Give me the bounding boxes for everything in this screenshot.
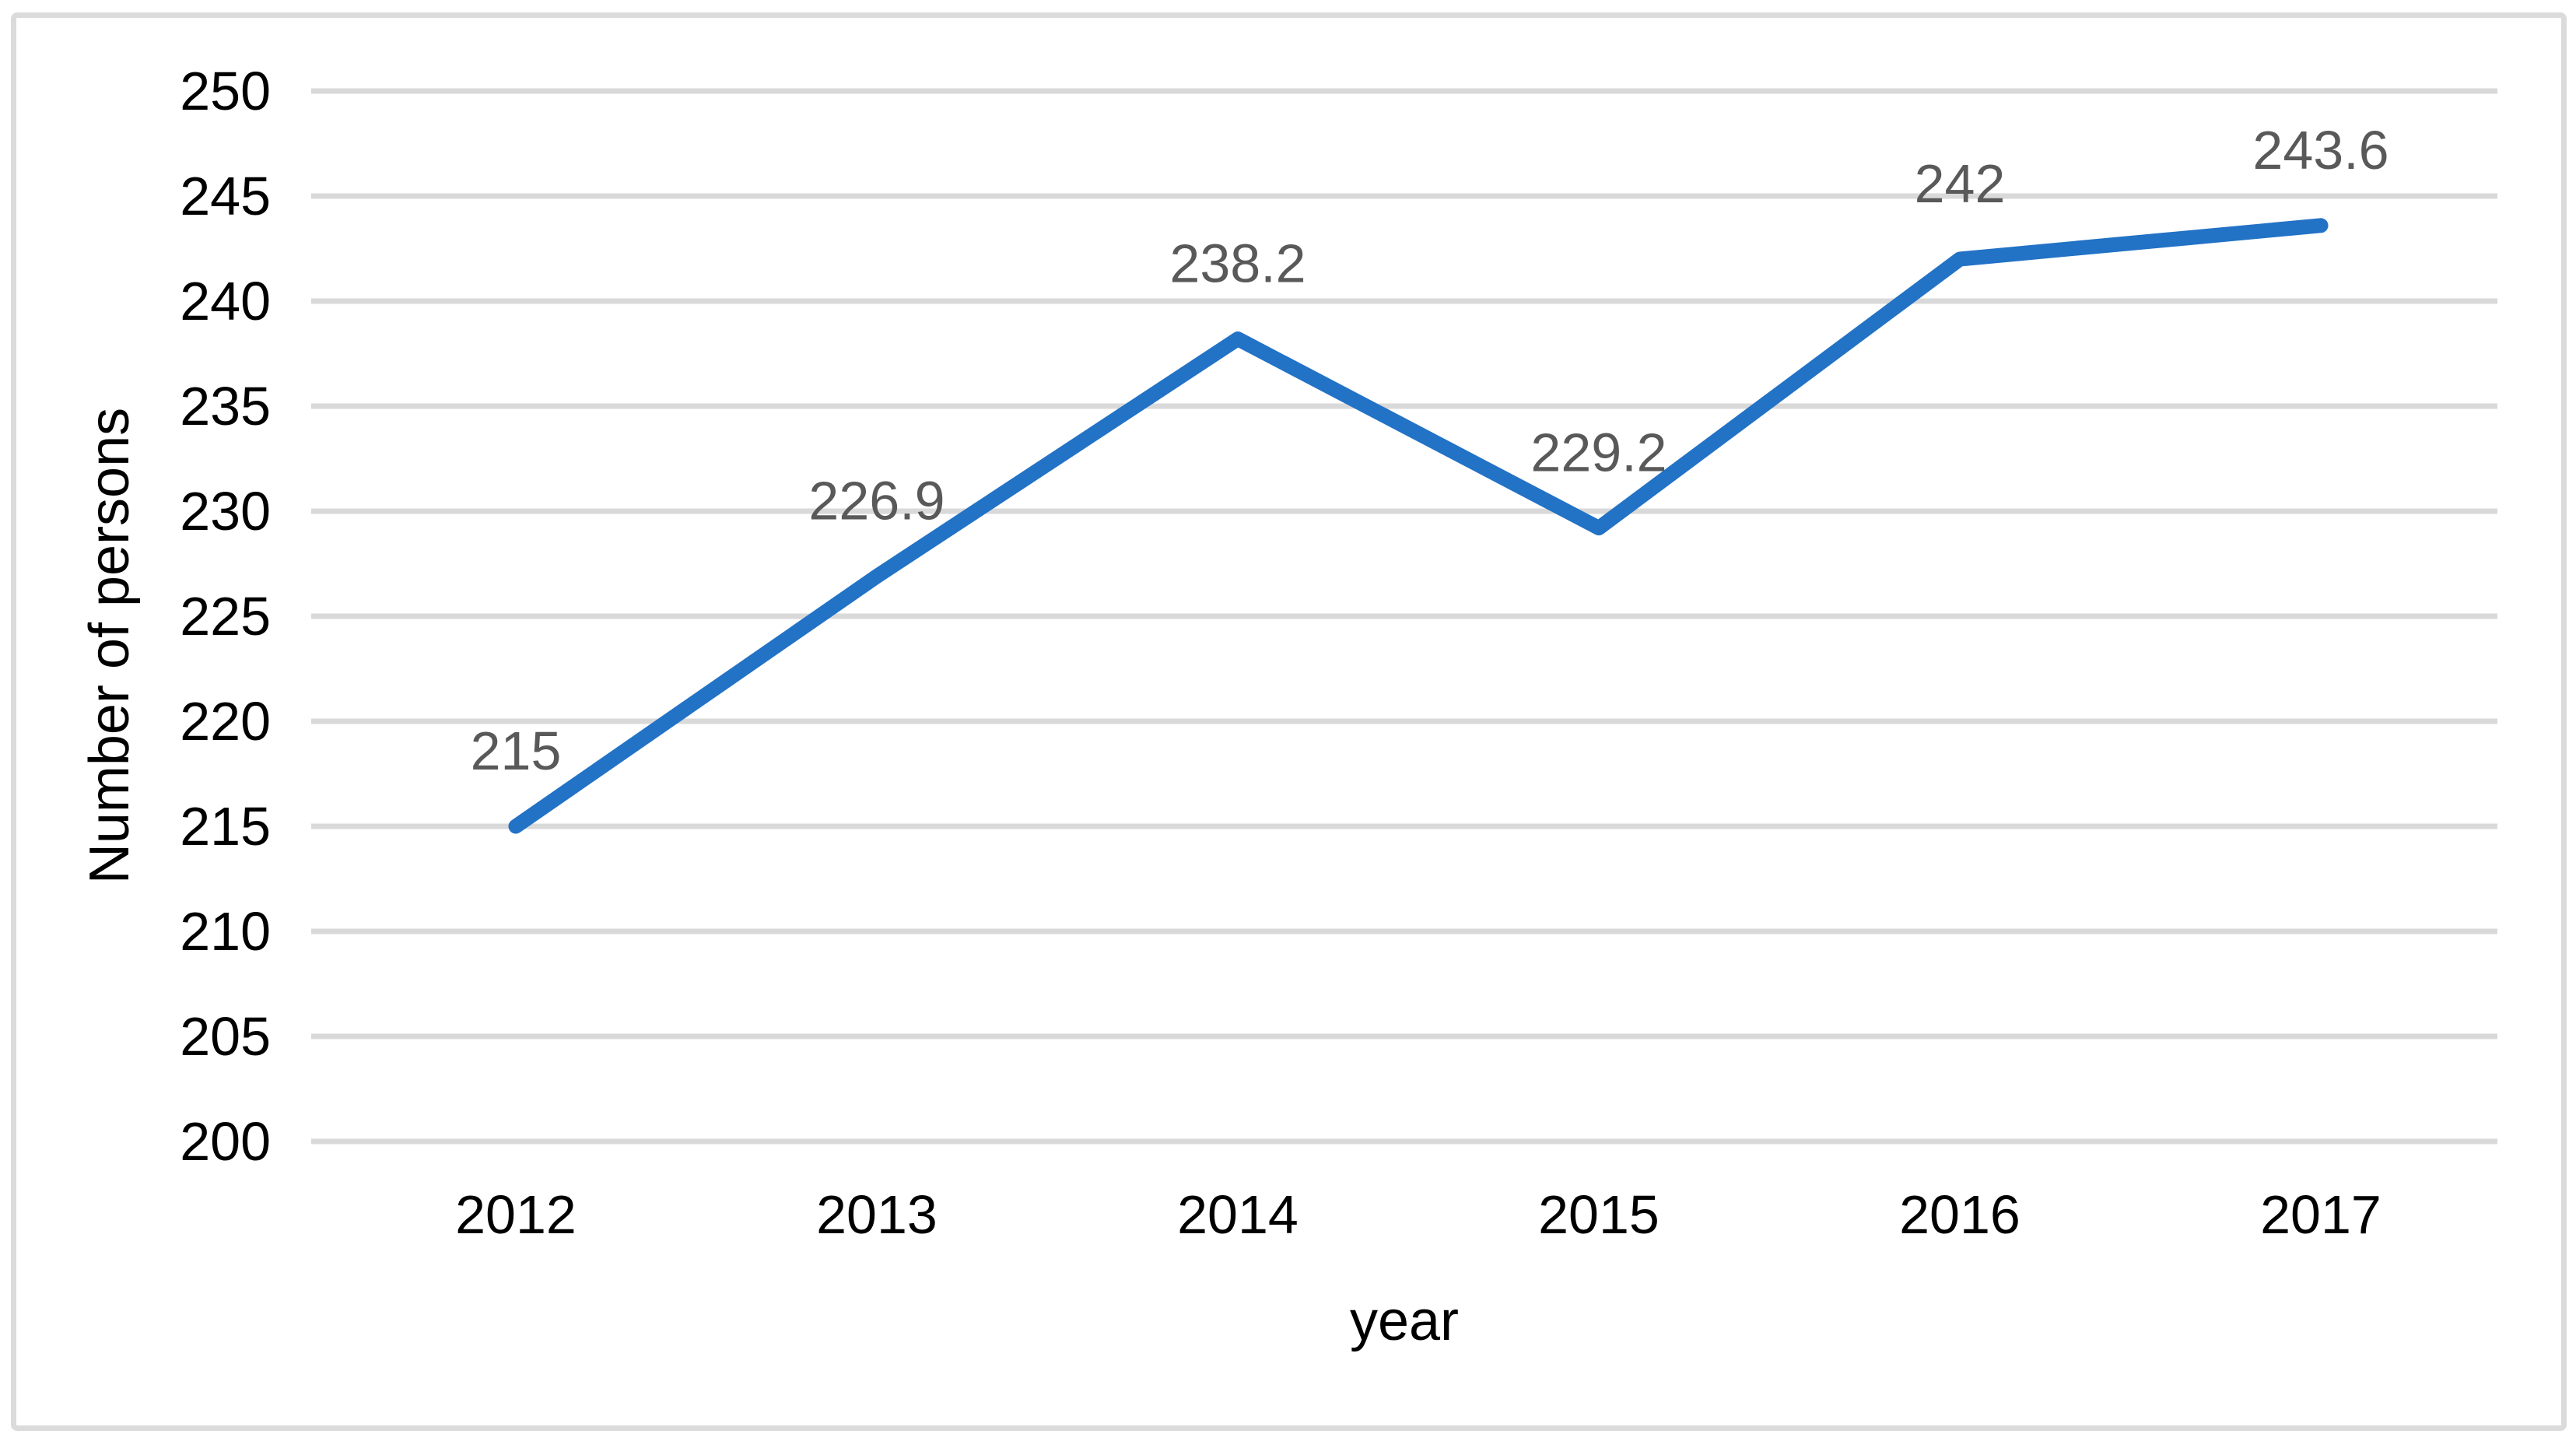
y-tick-label: 240 xyxy=(180,271,271,331)
x-tick-label: 2013 xyxy=(816,1184,938,1245)
y-tick-label: 225 xyxy=(180,586,271,647)
data-label: 243.6 xyxy=(2252,120,2388,181)
y-tick-label: 245 xyxy=(180,166,271,226)
x-tick-label: 2016 xyxy=(1899,1184,2020,1245)
y-tick-label: 230 xyxy=(180,481,271,542)
y-tick-label: 205 xyxy=(180,1006,271,1067)
data-label: 226.9 xyxy=(808,471,945,531)
data-label: 215 xyxy=(471,720,562,781)
x-tick-label: 2014 xyxy=(1177,1184,1299,1245)
y-axis-title: Number of persons xyxy=(79,408,141,884)
x-axis-title: year xyxy=(1350,1290,1459,1352)
series-line xyxy=(508,218,2329,834)
y-tick-label: 220 xyxy=(180,691,271,752)
y-tick-label: 210 xyxy=(180,901,271,962)
y-tick-label: 235 xyxy=(180,376,271,437)
x-tick-label: 2017 xyxy=(2260,1184,2381,1245)
data-label: 229.2 xyxy=(1530,422,1667,483)
y-tick-label: 250 xyxy=(180,61,271,121)
data-label: 238.2 xyxy=(1169,233,1306,294)
x-tick-label: 2012 xyxy=(455,1184,577,1245)
y-tick-label: 215 xyxy=(180,796,271,857)
x-tick-label: 2015 xyxy=(1538,1184,1660,1245)
y-tick-label: 200 xyxy=(180,1111,271,1172)
data-label: 242 xyxy=(1915,153,2006,214)
